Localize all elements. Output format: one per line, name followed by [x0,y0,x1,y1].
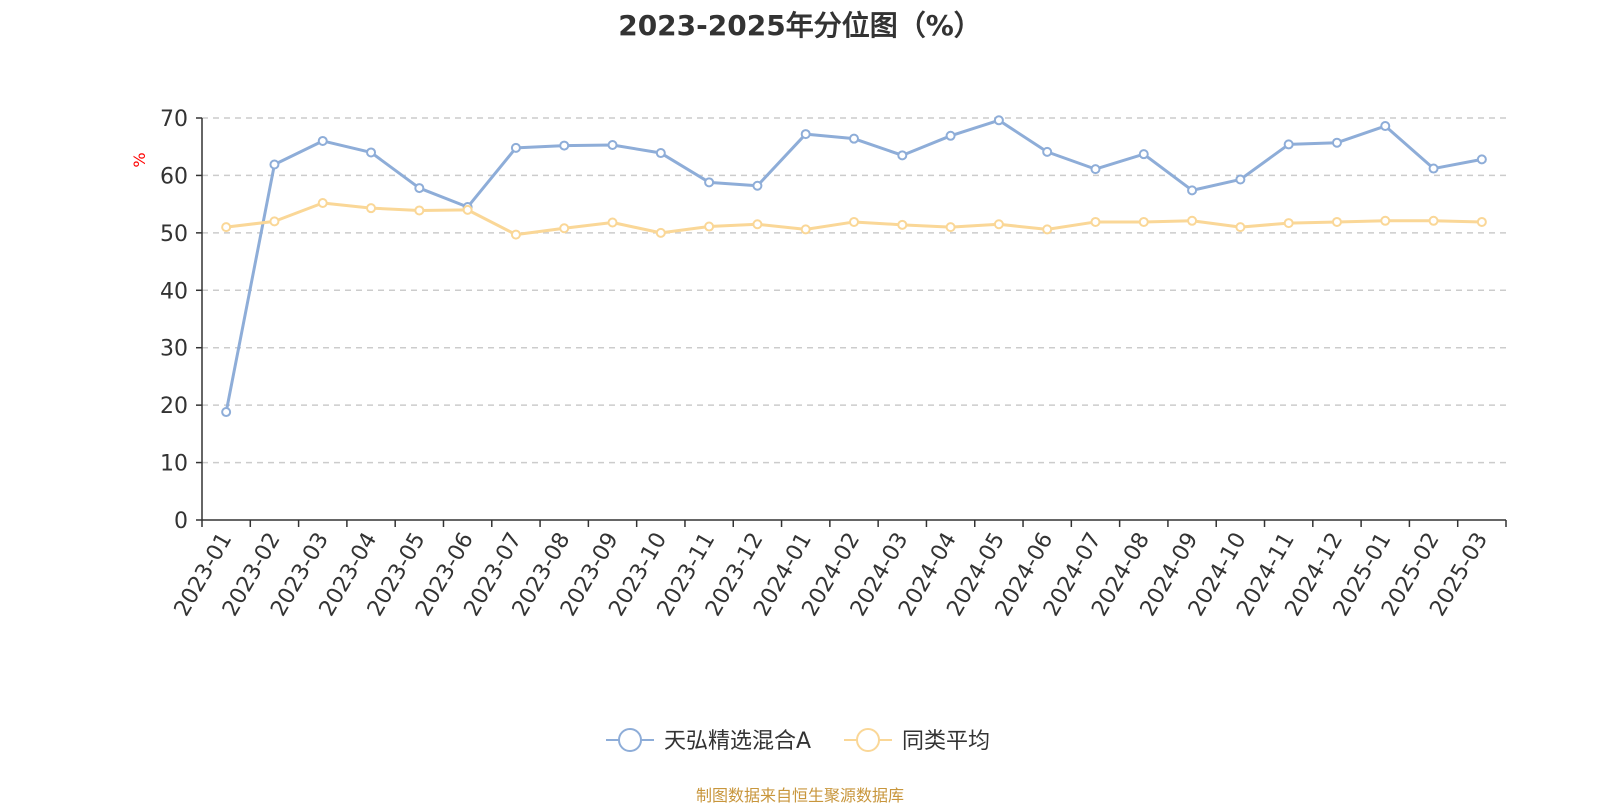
data-point [510,142,521,153]
data-point [800,129,811,140]
legend-marker [856,728,880,752]
y-tick-label: 10 [160,452,188,477]
legend: 天弘精选混合A 同类平均 [606,728,990,754]
data-point [1283,139,1294,150]
data-point [1042,224,1053,235]
data-point [559,223,570,234]
data-point [1476,154,1487,165]
axes [196,117,1507,527]
data-point [607,139,618,150]
data-point [945,130,956,141]
data-point [993,115,1004,126]
y-tick-label: 20 [160,394,188,419]
y-axis-label: % [130,152,149,167]
data-point [414,205,425,216]
data-point [269,159,280,170]
chart-title: 2023-2025年分位图（%） [618,9,982,42]
y-tick-label: 50 [160,222,188,247]
series-lines [221,115,1487,418]
data-point [366,203,377,214]
data-point [897,219,908,230]
data-point [1380,215,1391,226]
legend-item: 天弘精选混合A [606,728,811,754]
data-point [849,216,859,227]
y-tick-label: 40 [160,279,188,304]
data-point [1235,174,1246,185]
legend-item: 同类平均 [844,728,990,754]
y-tick-label: 60 [160,164,188,189]
legend-marker [618,728,642,752]
data-point [1283,218,1294,229]
data-point [800,224,811,235]
y-tick-label: 70 [160,107,188,132]
data-point [752,219,763,230]
data-point [269,216,280,227]
data-point [1476,216,1487,227]
y-tick-label: 0 [174,509,188,534]
data-point [317,197,328,208]
data-point [1138,149,1149,160]
data-point [559,140,570,151]
data-point [1331,216,1342,227]
data-point [945,222,956,233]
data-point [1138,216,1149,227]
y-tick-labels: 0 10 20 30 40 50 60 70 [160,107,188,534]
data-point [1090,164,1101,175]
data-point [221,222,232,233]
data-point [414,183,425,194]
y-tick-label: 30 [160,337,188,362]
data-point [752,180,763,191]
data-point [1042,146,1053,157]
data-point [510,229,521,240]
data-point [897,150,908,161]
data-point [993,219,1004,230]
data-point [1428,163,1439,174]
data-point [607,217,618,228]
gridlines [202,117,1506,464]
data-source-note: 制图数据来自恒生聚源数据库 [695,786,904,805]
data-point [704,177,715,188]
data-point [655,148,666,159]
legend-label: 天弘精选混合A [664,729,811,754]
x-tick-labels: 2023-012023-022023-032023-042023-052023-… [170,528,1493,620]
data-point [655,227,666,238]
data-point [1380,121,1391,132]
legend-label: 同类平均 [902,729,990,754]
data-point [704,221,715,232]
data-point [1235,222,1246,233]
data-point [849,133,859,144]
data-point [1187,215,1198,226]
data-point [1331,137,1342,148]
data-point [366,147,377,158]
series-line [224,118,1483,413]
data-point [317,135,328,146]
data-point [1090,216,1101,227]
data-point [1187,185,1198,196]
data-point [462,204,473,215]
data-point [221,407,232,418]
data-point [1428,215,1439,226]
